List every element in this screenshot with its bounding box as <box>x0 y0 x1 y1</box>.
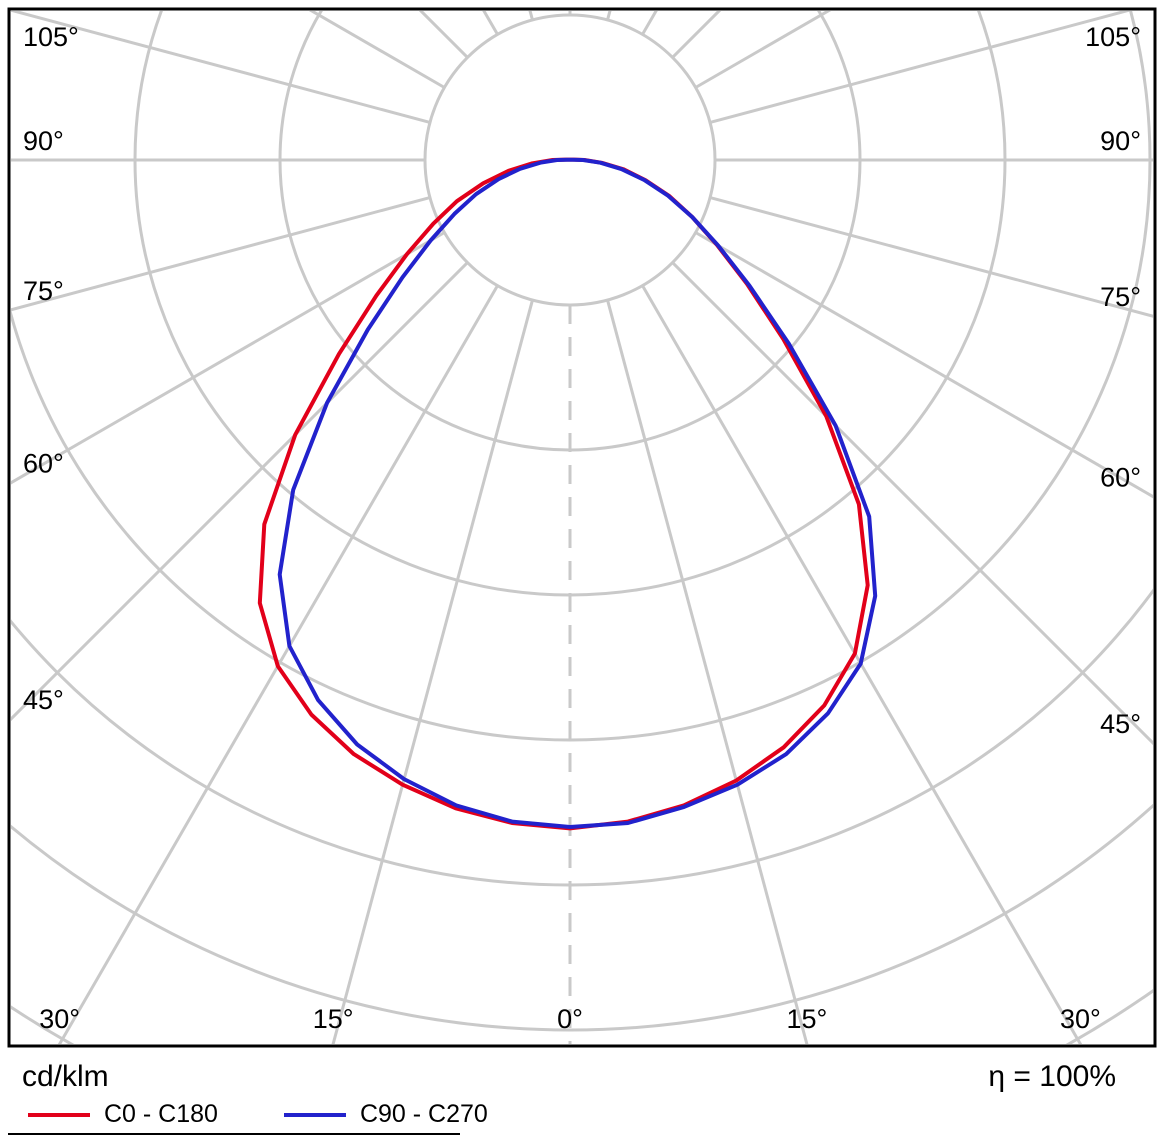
legend: C0 - C180 C90 - C270 <box>28 1100 554 1129</box>
angle-label: 45° <box>23 685 64 715</box>
legend-divider <box>8 1133 460 1135</box>
chart-border <box>7 7 1157 1048</box>
angle-label: 15° <box>313 1004 354 1034</box>
intensity-ring <box>11 11 1152 742</box>
angle-label: 105° <box>23 22 79 52</box>
gamma-grid-line <box>11 231 446 485</box>
angle-label: 60° <box>1100 463 1141 493</box>
curve-c0c180 <box>257 157 870 831</box>
angle-label: 45° <box>1100 709 1141 739</box>
angle-label: 90° <box>23 126 64 156</box>
legend-item-c0-c180: C0 - C180 <box>28 1100 218 1129</box>
angle-label: 75° <box>1100 282 1141 312</box>
gamma-grid-line <box>11 11 431 124</box>
intensity-ring <box>11 588 1153 887</box>
legend-item-c90-c270: C90 - C270 <box>283 1100 488 1129</box>
legend-line-blue-icon <box>283 1112 346 1117</box>
legend-line-red-icon <box>28 1112 90 1117</box>
gamma-grid-line <box>11 196 431 312</box>
legend-label-c0-c180: C0 - C180 <box>104 1100 218 1128</box>
angle-label: 0° <box>557 1004 583 1034</box>
angle-label: 30° <box>39 1004 80 1034</box>
unit-label: cd/klm <box>22 1060 109 1093</box>
gamma-grid-line <box>641 284 1083 1044</box>
efficiency-label: η = 100% <box>988 1060 1116 1093</box>
gamma-grid-line <box>709 196 1153 318</box>
gamma-grid-line <box>606 299 809 1044</box>
angle-label: 15° <box>786 1004 827 1034</box>
angle-label: 105° <box>1085 22 1141 52</box>
polar-distribution-chart: 0° 15° 15° 30° 30° 45° 45° 60° 60° 75° 75° 90° 90° 10… <box>7 7 1157 1048</box>
gamma-grid-line <box>694 231 1153 499</box>
curve-c90c270 <box>277 157 878 829</box>
gamma-grid-line <box>671 261 1153 746</box>
intensity-ring <box>11 803 1153 1032</box>
angle-label: 30° <box>1060 1004 1101 1034</box>
angle-label: 60° <box>23 449 64 479</box>
gamma-grid-line <box>11 261 469 722</box>
gamma-grid-line <box>709 11 1132 124</box>
legend-label-c90-c270: C90 - C270 <box>359 1100 488 1128</box>
gamma-grid-line <box>331 299 534 1044</box>
angle-label: 75° <box>23 276 64 306</box>
angle-label: 90° <box>1100 126 1141 156</box>
gamma-grid-line <box>57 284 499 1044</box>
